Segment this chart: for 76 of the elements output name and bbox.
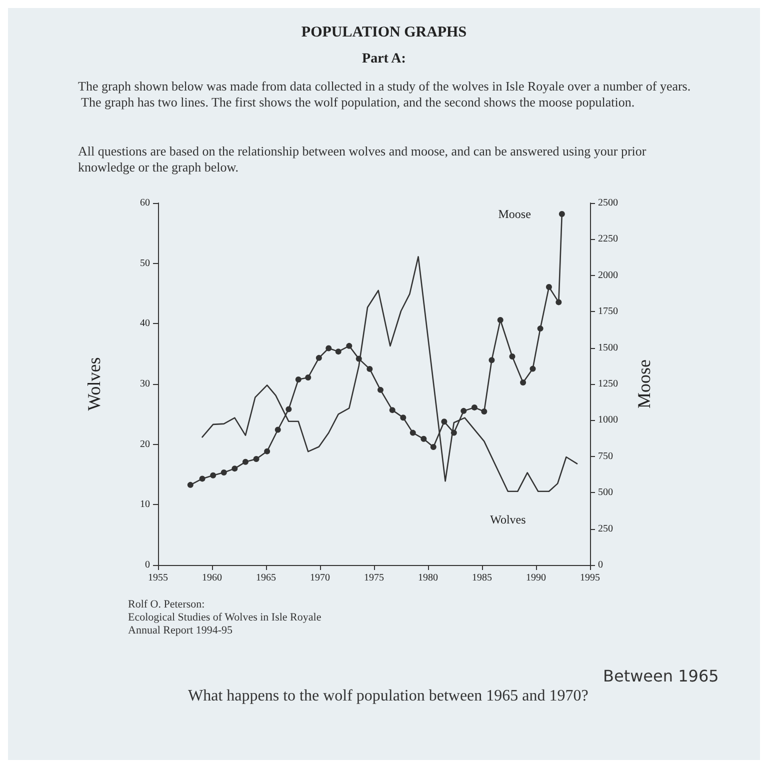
point xyxy=(430,444,436,450)
point xyxy=(210,472,216,478)
text: Moose xyxy=(498,207,531,222)
text: The graph shown below was made from data collected in a study of the wolves in Isle Royale over a number of years. The graph has two lines. The first shows the wolf population, and the second shows the moose population. xyxy=(78,78,698,110)
text: All questions are based on the relationship between wolves and moose, and can be answered using your prior knowledge or the graph below. xyxy=(78,144,650,174)
y2-tick-label: 1500 xyxy=(598,342,618,354)
point xyxy=(530,366,536,372)
point xyxy=(520,380,526,386)
text: Between 1965 xyxy=(603,666,719,686)
point xyxy=(558,211,565,218)
point xyxy=(274,426,281,433)
y-axis-title: Wolves xyxy=(84,357,104,411)
x-tick-label: 1990 xyxy=(526,572,546,584)
point xyxy=(242,458,248,465)
y2-tick-label: 0 xyxy=(598,560,603,570)
point xyxy=(481,408,488,415)
point xyxy=(556,299,562,306)
point xyxy=(295,376,302,383)
chart-title: POPULATION GRAPHS xyxy=(301,24,467,40)
y2-tick-label: 2000 xyxy=(598,270,618,281)
point xyxy=(264,448,270,454)
x-tick-label: 1960 xyxy=(202,572,222,584)
point xyxy=(326,345,332,352)
point xyxy=(420,436,427,442)
y-tick-label: 20 xyxy=(140,438,150,450)
point xyxy=(286,406,292,412)
y2-tick-label: 1000 xyxy=(598,414,618,426)
y2-tick-label: 2500 xyxy=(598,198,618,208)
y2-tick-label: 1250 xyxy=(598,378,618,390)
point xyxy=(471,404,478,410)
point xyxy=(546,284,552,290)
point xyxy=(356,356,362,362)
x-tick-label: 1985 xyxy=(472,572,492,584)
point xyxy=(377,386,384,393)
point xyxy=(232,466,238,472)
x-tick-label: 1980 xyxy=(418,572,438,584)
x-tick-label: 1995 xyxy=(580,572,600,584)
y2-tick-label: 1750 xyxy=(598,306,618,318)
point xyxy=(253,456,260,462)
x-tick-label: 1965 xyxy=(256,572,276,584)
point xyxy=(389,407,396,414)
chart-subtitle: Part A: xyxy=(362,52,406,66)
point xyxy=(537,326,544,332)
point xyxy=(346,342,352,349)
series-label: Wolves xyxy=(490,512,526,526)
y2-axis-title: Moose xyxy=(634,359,654,408)
point xyxy=(220,469,227,476)
y-tick-label: 30 xyxy=(140,378,150,390)
point xyxy=(488,357,495,364)
y2-tick-label: 500 xyxy=(598,487,613,498)
point xyxy=(316,354,322,361)
point xyxy=(305,374,312,380)
x-tick-label: 1975 xyxy=(364,572,384,584)
y-tick-label: 60 xyxy=(140,198,150,208)
point xyxy=(335,348,342,355)
y2-tick-label: 250 xyxy=(598,523,613,534)
y-tick-label: 40 xyxy=(140,318,150,330)
y-tick-label: 0 xyxy=(145,560,150,570)
point xyxy=(400,414,406,421)
point xyxy=(366,366,373,372)
point xyxy=(497,317,504,323)
text: Rolf O. Peterson: Ecological Studies of Wolves in Isle Royale Annual Report 1994-95 xyxy=(128,598,322,636)
point xyxy=(460,408,467,414)
x-tick-label: 1955 xyxy=(148,572,168,584)
y2-tick-label: 750 xyxy=(598,450,613,462)
point xyxy=(410,430,416,436)
point xyxy=(450,430,457,436)
point xyxy=(187,482,194,488)
text: What happens to the wolf population between 1965 and 1970? xyxy=(188,688,588,704)
y2-tick-label: 2250 xyxy=(598,234,618,245)
point xyxy=(199,476,206,482)
y-tick-label: 50 xyxy=(140,258,150,269)
point xyxy=(509,353,516,360)
y-tick-label: 10 xyxy=(140,499,150,510)
point xyxy=(441,418,448,425)
x-tick-label: 1970 xyxy=(310,572,330,584)
